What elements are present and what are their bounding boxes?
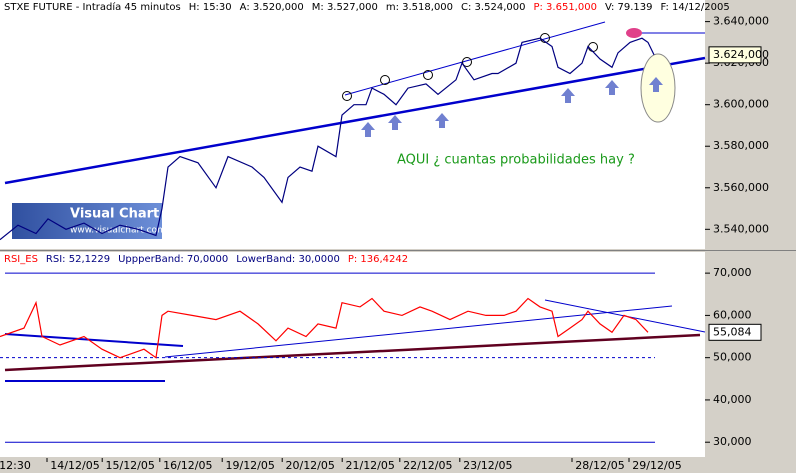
- y-tick-label: 3.640,000: [713, 15, 769, 28]
- x-tick-label: 21/12/05: [345, 459, 394, 472]
- x-tick-label: 19/12/05: [225, 459, 274, 472]
- header-item: M: 3.527,000: [312, 2, 378, 13]
- header-item: H: 15:30: [189, 2, 232, 13]
- x-tick-label: 16/12/05: [163, 459, 212, 472]
- x-tick-label: 29/12/05: [632, 459, 681, 472]
- y-tick-label: 30,000: [713, 435, 752, 448]
- y-tick-label: 70,000: [713, 266, 752, 279]
- y-tick-label: 3.580,000: [713, 139, 769, 152]
- header-item: LowerBand: 30,0000: [236, 254, 340, 265]
- x-tick-label: 22/12/05: [403, 459, 452, 472]
- y-tick-label: 50,000: [713, 351, 752, 364]
- header-item: UppperBand: 70,0000: [118, 254, 228, 265]
- drawings: [4, 21, 706, 382]
- x-tick-label: 14/12/05: [50, 459, 99, 472]
- logo-url: www.visualchart.com: [70, 226, 166, 236]
- annotation: AQUI ¿ cuantas probabilidades hay ?: [397, 153, 635, 168]
- header-item: F: 14/12/2005: [661, 2, 730, 13]
- y-tick-label: 60,000: [713, 308, 752, 321]
- y-tick-label: 3.560,000: [713, 181, 769, 194]
- header-item: RSI_ES: [4, 254, 38, 265]
- header-item: P: 3.651,000: [533, 2, 596, 13]
- last-value-box: [708, 46, 762, 64]
- rsi-panel: [0, 252, 705, 457]
- x-tick-label: 12:30: [0, 459, 31, 472]
- x-tick-label: 20/12/05: [285, 459, 334, 472]
- last-value-label: 55,084: [713, 325, 752, 338]
- header-item: RSI: 52,1229: [46, 254, 110, 265]
- x-tick-label: 28/12/05: [575, 459, 624, 472]
- x-tick-label: 23/12/05: [463, 459, 512, 472]
- header-item: STXE FUTURE - Intradía 45 minutos: [4, 1, 181, 13]
- last-value-label: 3.624,000: [713, 48, 769, 61]
- x-tick-label: 15/12/05: [105, 459, 154, 472]
- series-line: [0, 297, 649, 359]
- header-item: P: 136,4242: [348, 254, 408, 265]
- y-tick-label: 40,000: [713, 393, 752, 406]
- header-item: C: 3.524,000: [461, 2, 525, 13]
- y-tick-label: 3.540,000: [713, 222, 769, 235]
- series-line: [0, 37, 655, 241]
- header-item: m: 3.518,000: [386, 2, 453, 13]
- last-value-box: [708, 323, 762, 341]
- header-item: A: 3.520,000: [240, 2, 304, 13]
- y-tick-label: 3.600,000: [713, 98, 769, 111]
- header-item: V: 79.139: [605, 2, 653, 13]
- logo-title: Visual Chart: [70, 207, 159, 222]
